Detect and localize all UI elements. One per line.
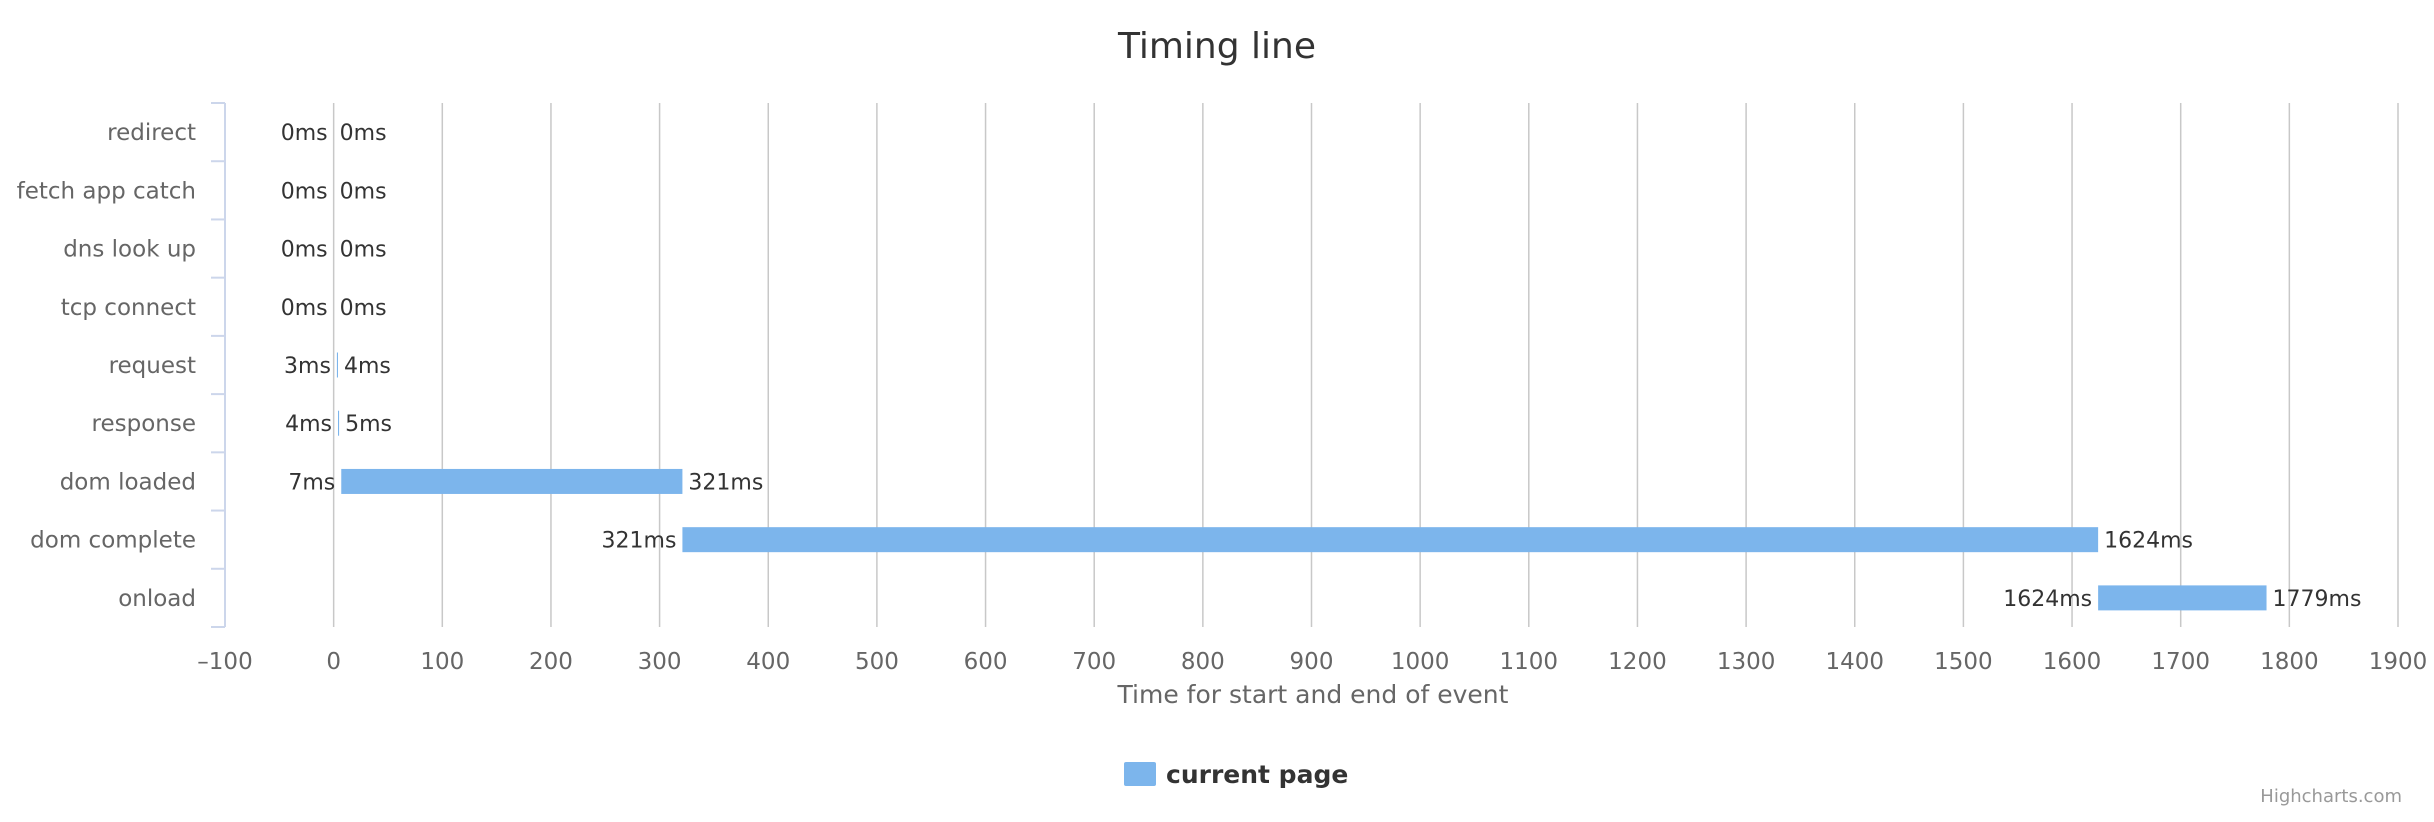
end-label: 4ms [344, 354, 391, 379]
end-label: 0ms [340, 179, 387, 204]
start-label: 321ms [602, 529, 677, 554]
x-tick-label: 200 [529, 649, 573, 675]
end-label: 1624ms [2104, 529, 2193, 554]
legend-swatch [1124, 762, 1156, 786]
start-label: 1624ms [2003, 587, 2092, 612]
start-label: 3ms [284, 354, 331, 379]
start-label: 4ms [285, 412, 332, 437]
end-label: 1779ms [2273, 587, 2362, 612]
start-label: 7ms [288, 470, 335, 495]
chart-title: Timing line [1117, 26, 1316, 67]
x-tick-label: 1100 [1500, 649, 1559, 675]
bar-request[interactable] [336, 352, 338, 378]
x-tick-label: 100 [420, 649, 464, 675]
end-label: 5ms [345, 412, 392, 437]
category-label-dom-complete: dom complete [30, 528, 196, 554]
x-tick-label: 1200 [1608, 649, 1667, 675]
start-label: 0ms [281, 238, 328, 263]
x-tick-label: 800 [1181, 649, 1225, 675]
bar-onload[interactable] [2098, 585, 2267, 611]
category-label-redirect: redirect [107, 120, 196, 146]
end-label: 321ms [688, 470, 763, 495]
x-tick-label: 1300 [1717, 649, 1776, 675]
x-tick-label: 1500 [1934, 649, 1993, 675]
category-label-request: request [109, 353, 196, 379]
start-label: 0ms [281, 121, 328, 146]
x-tick-label: 400 [746, 649, 790, 675]
x-tick-label: 700 [1072, 649, 1116, 675]
category-label-onload: onload [118, 586, 196, 612]
bar-response[interactable] [337, 410, 340, 436]
category-label-dom-loaded: dom loaded [60, 469, 196, 495]
end-label: 0ms [340, 121, 387, 146]
category-axis: redirect fetch app catch dns look up tcp co… [17, 102, 226, 628]
category-label-fetch-app-catch: fetch app catch [17, 178, 196, 204]
legend-item-current-page[interactable]: current page [1124, 760, 1348, 789]
x-tick-label: 1000 [1391, 649, 1450, 675]
data-labels: 0ms 0ms 0ms 0ms 0ms 0ms 0ms 0ms 3ms 4ms 4ms 5ms 7ms 3… [281, 121, 2362, 612]
x-tick-label: 1800 [2260, 649, 2319, 675]
start-label: 0ms [281, 179, 328, 204]
x-tick-label: 1900 [2369, 649, 2428, 675]
bar-dom-loaded[interactable] [341, 468, 683, 494]
x-tick-label: 500 [855, 649, 899, 675]
x-tick-label: 1700 [2151, 649, 2210, 675]
credits-link[interactable]: Highcharts.com [2260, 786, 2402, 807]
category-label-tcp-connect: tcp connect [61, 295, 196, 321]
x-tick-label: 300 [638, 649, 682, 675]
start-label: 0ms [281, 296, 328, 321]
x-axis-ticks: –100 0 100 200 300 400 500 600 700 800 900 1000 1100… [197, 649, 2427, 675]
bar-dom-complete[interactable] [682, 527, 2099, 553]
x-axis-title: Time for start and end of event [1117, 680, 1509, 709]
category-label-response: response [92, 411, 196, 437]
x-tick-label: 600 [964, 649, 1008, 675]
x-tick-label: –100 [197, 649, 252, 675]
legend-label: current page [1166, 760, 1348, 789]
end-label: 0ms [340, 296, 387, 321]
x-tick-label: 0 [326, 649, 341, 675]
category-label-dns-look-up: dns look up [63, 237, 196, 263]
x-tick-label: 1600 [2043, 649, 2102, 675]
x-tick-label: 900 [1290, 649, 1334, 675]
end-label: 0ms [340, 238, 387, 263]
x-tick-label: 1400 [1825, 649, 1884, 675]
bars [336, 352, 2267, 611]
